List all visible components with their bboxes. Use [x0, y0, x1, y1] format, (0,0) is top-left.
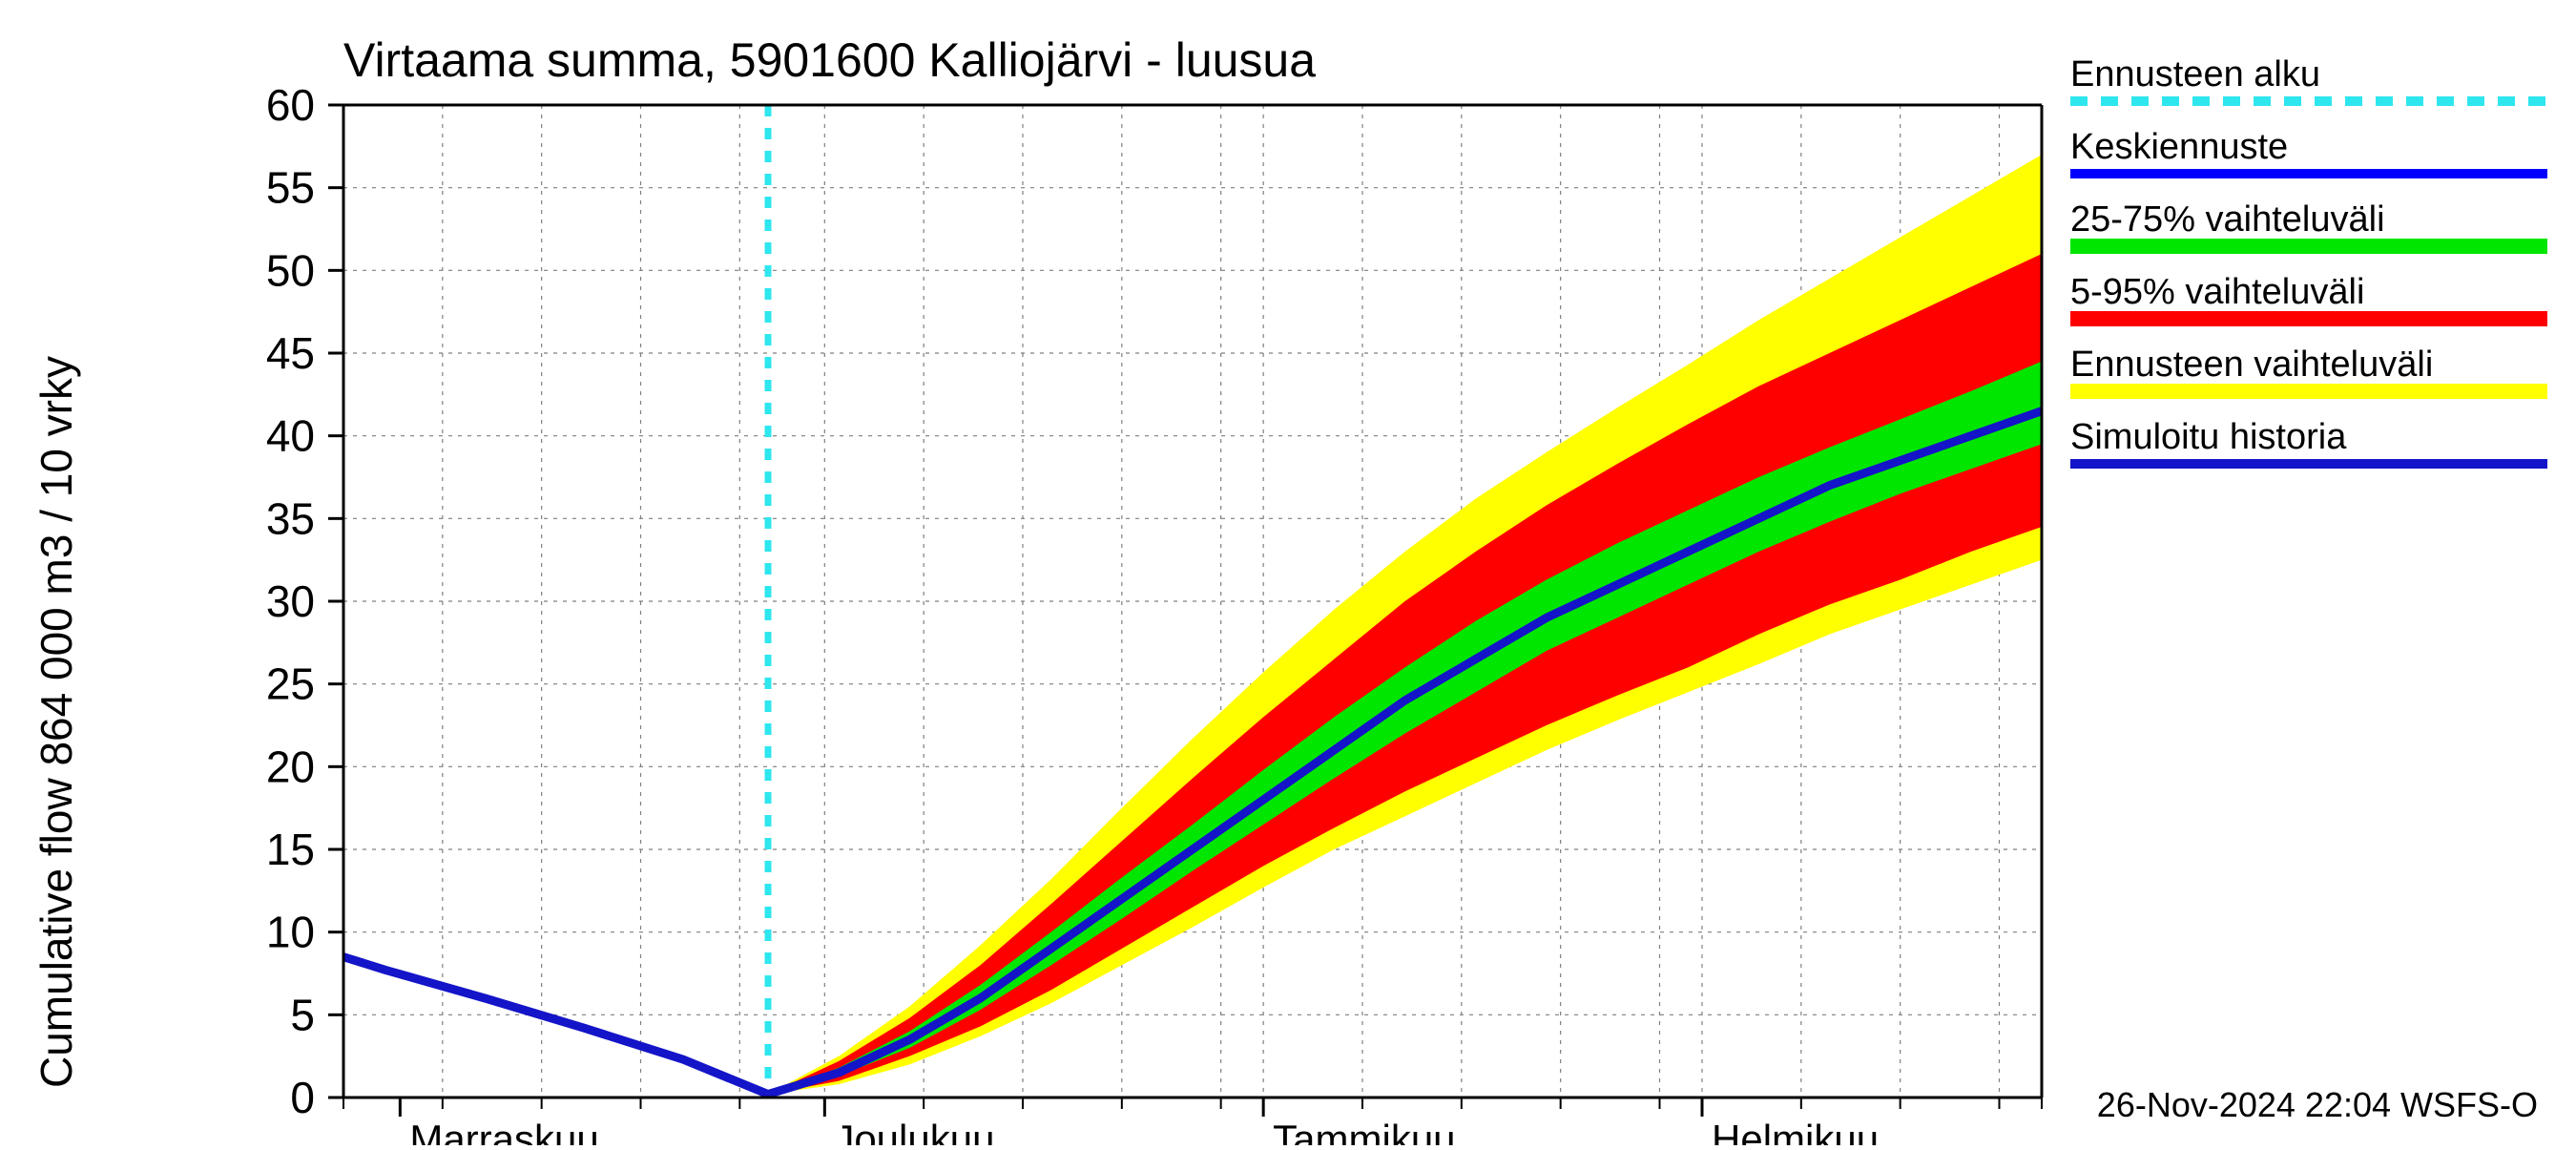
chart-svg: 051015202530354045505560Marraskuu2024Jou…: [0, 0, 2576, 1145]
x-axis-label-line1: Helmikuu: [1712, 1117, 1879, 1145]
legend-label: 5-95% vaihteluväli: [2070, 272, 2364, 312]
ytick-label: 60: [266, 80, 315, 130]
ytick-label: 55: [266, 163, 315, 213]
legend-label: Simuloitu historia: [2070, 417, 2347, 457]
y-axis-label: Cumulative flow 864 000 m3 / 10 vrky: [31, 356, 81, 1088]
ytick-label: 50: [266, 245, 315, 295]
chart-footer: 26-Nov-2024 22:04 WSFS-O: [2097, 1085, 2538, 1124]
x-axis-label-line1: Joulukuu: [834, 1117, 994, 1145]
legend-label: Keskiennuste: [2070, 127, 2288, 167]
x-axis-label-line1: Marraskuu: [409, 1117, 598, 1145]
ytick-label: 45: [266, 328, 315, 378]
ytick-label: 40: [266, 411, 315, 461]
chart-root: 051015202530354045505560Marraskuu2024Jou…: [0, 0, 2576, 1145]
ytick-label: 5: [290, 990, 315, 1039]
legend-label: 25-75% vaihteluväli: [2070, 199, 2385, 240]
ytick-label: 15: [266, 825, 315, 874]
ytick-label: 35: [266, 493, 315, 543]
ytick-label: 0: [290, 1073, 315, 1122]
x-axis-label-line1: Tammikuu: [1273, 1117, 1455, 1145]
chart-title: Virtaama summa, 5901600 Kalliojärvi - lu…: [343, 33, 1316, 87]
legend-swatch: [2070, 311, 2547, 326]
legend-swatch: [2070, 239, 2547, 254]
ytick-label: 20: [266, 742, 315, 791]
ytick-label: 10: [266, 908, 315, 957]
ytick-label: 30: [266, 576, 315, 626]
legend-label: Ennusteen vaihteluväli: [2070, 345, 2433, 385]
legend-swatch: [2070, 384, 2547, 399]
ytick-label: 25: [266, 659, 315, 709]
legend-label: Ennusteen alku: [2070, 54, 2320, 94]
